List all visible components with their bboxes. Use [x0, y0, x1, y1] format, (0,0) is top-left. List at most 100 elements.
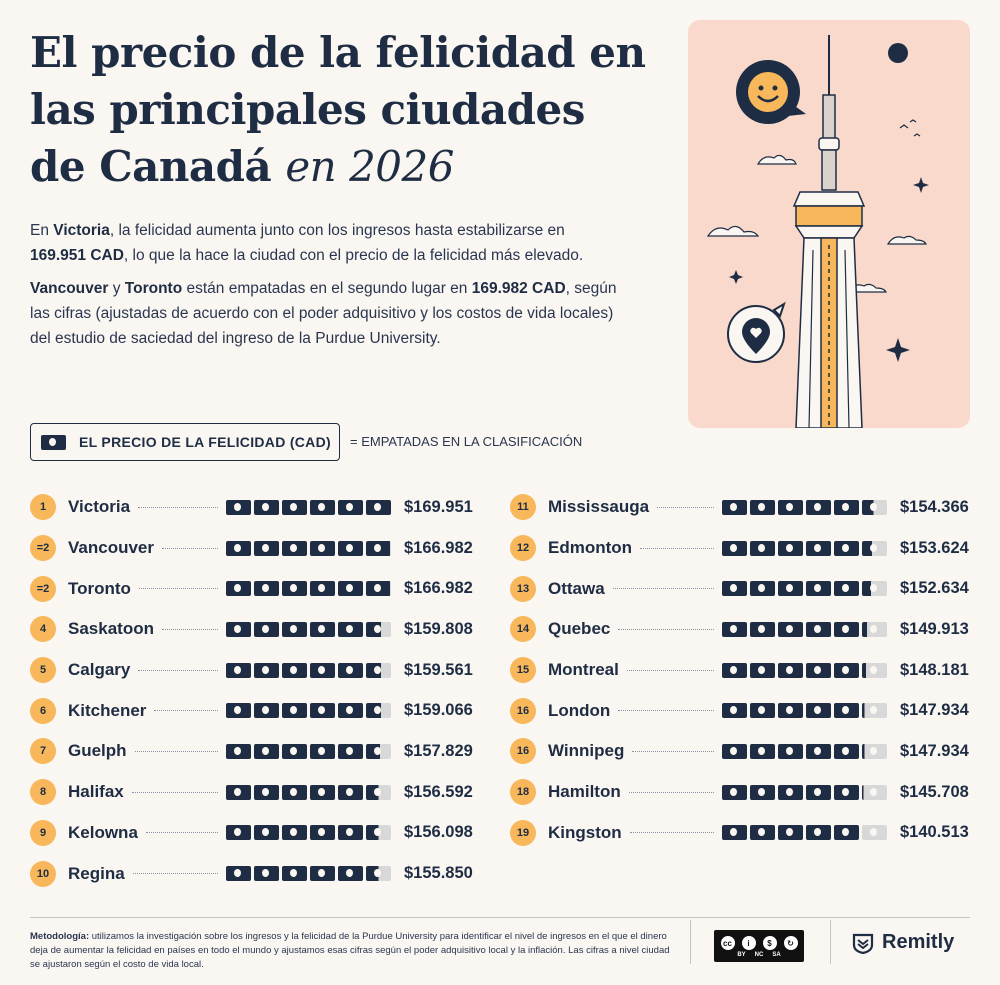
bill-rating — [226, 743, 394, 759]
bill-rating — [722, 499, 890, 515]
intro-text-run: En — [30, 222, 54, 239]
cn-tower-svg — [706, 35, 929, 428]
money-bill-icon — [338, 866, 363, 882]
intro-text-run: , lo que la hace la ciudad con el precio… — [123, 247, 584, 264]
leader-dots — [629, 832, 714, 834]
money-bill-icon — [226, 784, 251, 800]
money-bill-icon — [310, 866, 335, 882]
money-bill-icon — [310, 621, 335, 637]
city-name: Hamilton — [548, 782, 621, 802]
cc-label-sa: SA — [772, 952, 781, 958]
money-bill-icon — [806, 703, 831, 719]
money-bill-icon — [834, 581, 859, 597]
legend-label: EL PRECIO DE LA FELICIDAD (CAD) — [79, 434, 331, 450]
money-bill-icon — [282, 825, 307, 841]
rank-badge: 5 — [30, 657, 56, 684]
money-bill-icon — [366, 743, 391, 759]
happiness-price: $148.181 — [900, 660, 969, 679]
money-bill-icon — [750, 784, 775, 800]
rank-badge: 16 — [510, 697, 536, 724]
ranking-row: 6 Kitchener $159.066 — [30, 690, 480, 731]
money-bill-icon — [282, 499, 307, 515]
intro-highlight: Toronto — [124, 280, 183, 297]
rank-badge: 15 — [510, 657, 536, 684]
money-bill-icon — [310, 662, 335, 678]
happiness-price: $159.066 — [404, 701, 473, 720]
leader-dots — [618, 710, 714, 712]
money-bill-icon — [282, 743, 307, 759]
money-bill-icon — [254, 743, 279, 759]
money-bill-icon — [722, 540, 747, 556]
money-bill-icon — [778, 621, 803, 637]
money-bill-icon — [338, 581, 363, 597]
money-bill-icon — [226, 499, 251, 515]
money-bill-icon — [806, 743, 831, 759]
happiness-price: $166.982 — [404, 579, 473, 598]
leader-dots — [138, 506, 218, 508]
sa-icon: ↻ — [781, 934, 800, 952]
money-bill-icon — [338, 825, 363, 841]
intro-text-run: están empatadas en el segundo lugar en — [182, 280, 472, 297]
money-bill-icon — [338, 743, 363, 759]
leader-dots — [657, 506, 714, 508]
city-name: Kitchener — [68, 700, 147, 720]
intro-text-run: y — [108, 280, 125, 297]
money-bill-icon — [862, 825, 887, 841]
ranking-row: 7 Guelph $157.829 — [30, 731, 480, 772]
bill-rating — [226, 621, 394, 637]
leader-dots — [618, 628, 714, 630]
bill-rating — [226, 703, 394, 719]
footer-separator — [830, 920, 831, 964]
city-name: Montreal — [548, 660, 619, 680]
ranking-row: 13 Ottawa $152.634 — [510, 568, 976, 609]
happiness-price: $156.098 — [404, 823, 473, 842]
happiness-price: $140.513 — [900, 823, 969, 842]
leader-dots — [138, 669, 218, 671]
ranking-row: 11 Mississauga $154.366 — [510, 487, 976, 528]
happiness-price: $157.829 — [404, 741, 473, 760]
money-bill-icon — [338, 784, 363, 800]
intro-text-run: , según las cifras (ajustadas de acuerdo… — [30, 280, 617, 347]
money-bill-icon — [750, 743, 775, 759]
money-bill-icon — [310, 743, 335, 759]
money-bill-icon — [254, 662, 279, 678]
city-name: Quebec — [548, 619, 611, 639]
money-bill-icon — [226, 825, 251, 841]
title-line-3: de Canadá en 2026 — [30, 138, 670, 195]
money-bill-icon — [282, 540, 307, 556]
money-bill-icon — [254, 621, 279, 637]
rank-badge: 7 — [30, 738, 56, 765]
city-name: Guelph — [68, 741, 127, 761]
bill-rating — [722, 662, 890, 678]
happiness-price: $152.634 — [900, 579, 969, 598]
money-bill-icon — [834, 784, 859, 800]
money-bill-icon — [778, 703, 803, 719]
bill-rating — [722, 784, 890, 800]
money-bill-icon — [862, 499, 887, 515]
money-bill-icon — [254, 540, 279, 556]
ranking-row: 19 Kingston $140.513 — [510, 813, 976, 854]
leader-dots — [640, 547, 714, 549]
ranking-row: 1 Victoria $169.951 — [30, 487, 480, 528]
money-bill-icon — [226, 540, 251, 556]
page-title: El precio de la felicidad en las princip… — [30, 24, 670, 195]
money-bill-icon — [806, 825, 831, 841]
money-bill-icon — [722, 825, 747, 841]
money-bill-icon — [226, 866, 251, 882]
money-bill-icon — [778, 581, 803, 597]
by-icon: i — [739, 934, 758, 952]
bill-rating — [722, 540, 890, 556]
city-name: Toronto — [68, 578, 131, 598]
bill-rating — [722, 581, 890, 597]
happiness-price: $154.366 — [900, 497, 969, 516]
ranking-row: 10 Regina $155.850 — [30, 853, 480, 894]
leader-dots — [134, 750, 218, 752]
money-bill-icon — [778, 540, 803, 556]
money-bill-icon — [834, 621, 859, 637]
birds-icon — [899, 119, 921, 137]
cn-tower-illustration — [688, 20, 970, 428]
bill-rating — [226, 499, 394, 515]
city-name: Calgary — [68, 660, 131, 680]
money-bill-icon — [778, 825, 803, 841]
rank-badge: 4 — [30, 616, 56, 643]
